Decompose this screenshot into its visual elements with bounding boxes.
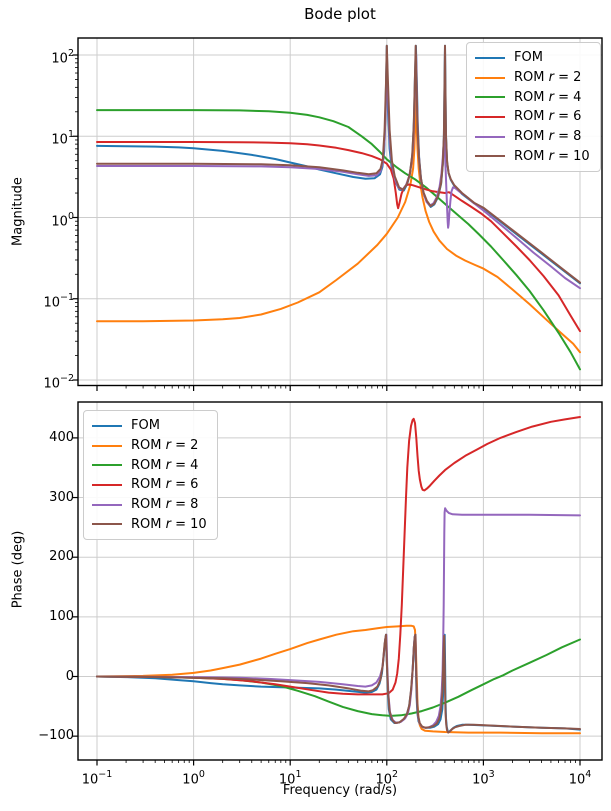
legend-label: ROM r = 4 xyxy=(131,457,199,473)
legend-item: ROM r = 8 xyxy=(475,127,590,147)
legend-label: ROM r = 10 xyxy=(514,148,590,164)
figure-title: Bode plot xyxy=(304,5,376,23)
frequency-tick-label: 102 xyxy=(375,769,399,788)
phase-legend: FOM ROM r = 2 ROM r = 4 ROM r = 6 ROM r = 8 R… xyxy=(83,410,218,541)
frequency-axis-label: Frequency (rad/s) xyxy=(282,783,398,798)
legend-item: FOM xyxy=(92,416,207,436)
legend-item: ROM r = 8 xyxy=(92,495,207,515)
phase-tick-label: 100 xyxy=(49,608,74,624)
legend-item: ROM r = 2 xyxy=(475,68,590,88)
legend-item: ROM r = 10 xyxy=(475,146,590,166)
legend-item: ROM r = 4 xyxy=(475,87,590,107)
magnitude-legend: FOM ROM r = 2 ROM r = 4 ROM r = 6 ROM r = 8 R… xyxy=(466,42,601,173)
legend-label: ROM r = 6 xyxy=(131,477,199,493)
legend-label: FOM xyxy=(131,418,160,434)
legend-label: ROM r = 4 xyxy=(514,89,582,105)
frequency-tick-label: 103 xyxy=(472,769,495,788)
legend-line-swatch xyxy=(92,483,122,486)
legend-line-swatch xyxy=(92,464,122,467)
legend-line-swatch xyxy=(475,76,505,79)
magnitude-axis-label: Magnitude xyxy=(10,177,26,246)
legend-line-swatch xyxy=(92,523,122,526)
legend-line-swatch xyxy=(475,56,505,59)
frequency-tick-label: 100 xyxy=(182,769,205,788)
magnitude-tick-label: 100 xyxy=(51,210,74,229)
legend-label: ROM r = 6 xyxy=(514,109,582,125)
legend-item: ROM r = 6 xyxy=(475,107,590,127)
legend-line-swatch xyxy=(475,115,505,118)
phase-tick-label: 0 xyxy=(65,668,74,684)
legend-label: ROM r = 2 xyxy=(131,438,199,454)
magnitude-tick-label: 101 xyxy=(51,129,74,148)
legend-line-swatch xyxy=(475,96,505,99)
magnitude-tick-label: 10−1 xyxy=(43,291,74,311)
legend-label: FOM xyxy=(514,50,543,66)
magnitude-tick-label: 10−2 xyxy=(43,373,74,392)
legend-item: ROM r = 10 xyxy=(92,514,207,534)
legend-item: ROM r = 6 xyxy=(92,475,207,495)
legend-line-swatch xyxy=(92,444,122,447)
legend-line-swatch xyxy=(92,503,122,506)
legend-label: ROM r = 10 xyxy=(131,516,207,532)
legend-item: ROM r = 2 xyxy=(92,436,207,456)
legend-item: ROM r = 4 xyxy=(92,455,207,475)
phase-tick-label: 200 xyxy=(49,549,74,565)
legend-label: ROM r = 8 xyxy=(514,129,582,145)
legend-line-swatch xyxy=(475,155,505,158)
phase-tick-label: −100 xyxy=(38,728,74,744)
legend-item: FOM xyxy=(475,48,590,68)
phase-tick-label: 300 xyxy=(49,489,74,505)
phase-axis-label: Phase (deg) xyxy=(10,530,26,609)
frequency-tick-label: 10−1 xyxy=(81,769,113,788)
phase-tick-label: 400 xyxy=(49,429,74,445)
legend-line-swatch xyxy=(475,135,505,138)
legend-label: ROM r = 2 xyxy=(514,70,582,86)
frequency-tick-label: 104 xyxy=(568,769,592,788)
frequency-tick-label: 101 xyxy=(278,769,302,788)
legend-line-swatch xyxy=(92,424,122,427)
magnitude-tick-label: 102 xyxy=(51,48,74,67)
legend-label: ROM r = 8 xyxy=(131,497,199,513)
